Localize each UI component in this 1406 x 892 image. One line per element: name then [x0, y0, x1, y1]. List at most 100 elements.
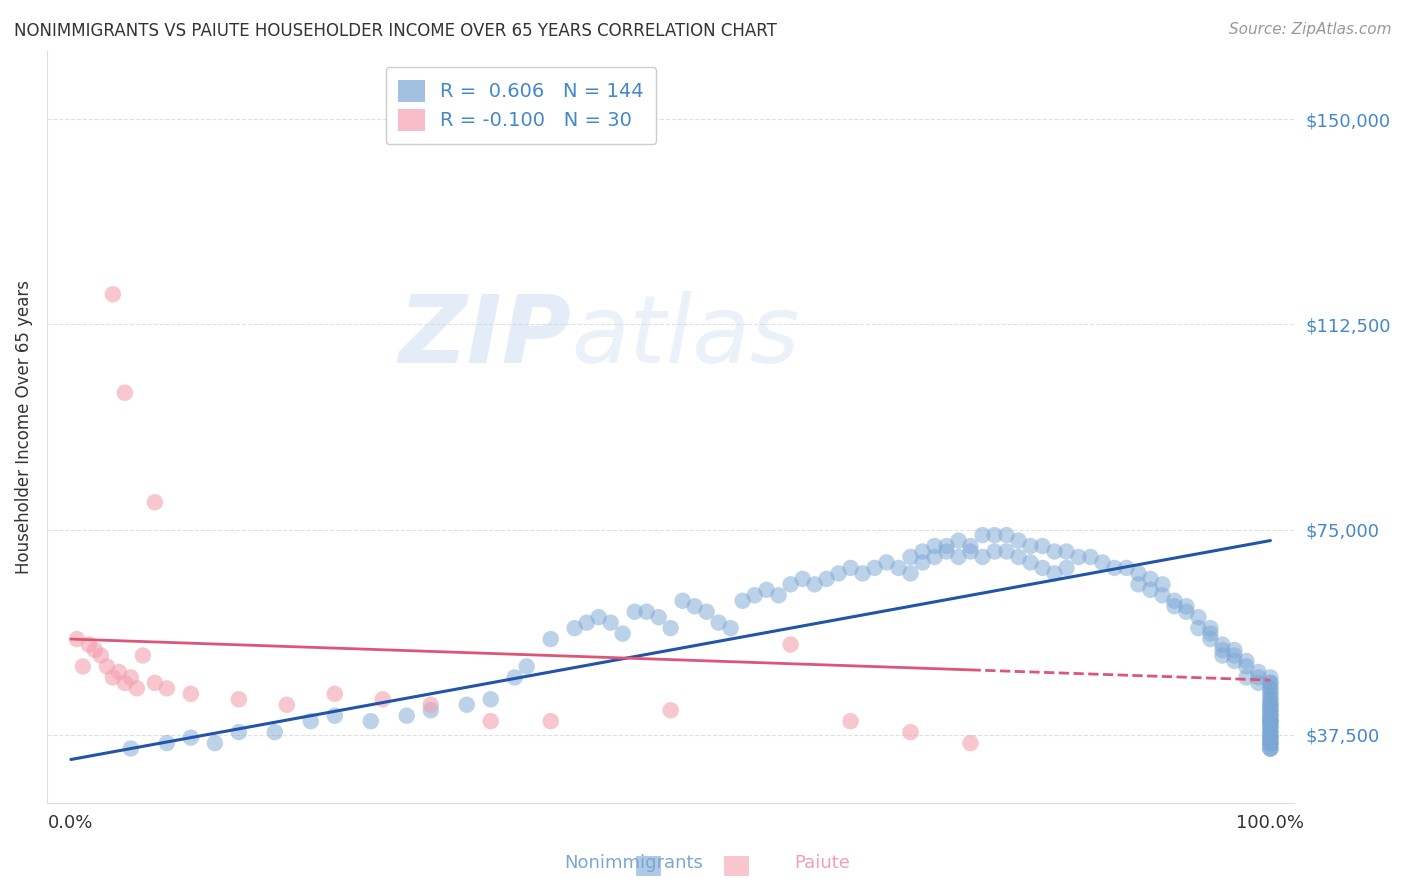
Point [180, 731, 202, 745]
Point [1260, 731, 1282, 745]
Point [935, 544, 957, 558]
Point [228, 692, 250, 706]
Point [1247, 665, 1270, 679]
Point [66, 632, 89, 646]
Point [1128, 577, 1150, 591]
Point [132, 648, 155, 663]
Point [1260, 687, 1282, 701]
Point [1260, 708, 1282, 723]
Point [588, 610, 610, 624]
Point [371, 692, 394, 706]
Point [125, 681, 148, 696]
Point [228, 725, 250, 739]
Point [1260, 714, 1282, 729]
Point [96, 659, 118, 673]
Point [1056, 561, 1078, 575]
Point [1260, 736, 1282, 750]
Point [516, 659, 538, 673]
Point [1260, 681, 1282, 696]
Point [924, 549, 946, 564]
Point [156, 736, 179, 750]
Point [1260, 731, 1282, 745]
Point [1187, 621, 1209, 635]
Point [1211, 648, 1233, 663]
Point [1115, 561, 1137, 575]
Point [114, 676, 136, 690]
Point [1211, 638, 1233, 652]
Legend: R =  0.606   N = 144, R = -0.100   N = 30: R = 0.606 N = 144, R = -0.100 N = 30 [385, 67, 657, 144]
Point [1260, 731, 1282, 745]
Point [1247, 676, 1270, 690]
Point [983, 528, 1005, 542]
Point [935, 539, 957, 553]
Point [101, 670, 124, 684]
Point [1260, 698, 1282, 712]
Point [1031, 561, 1053, 575]
Point [1019, 556, 1042, 570]
Point [1163, 599, 1185, 614]
Point [672, 594, 695, 608]
Point [1223, 654, 1246, 668]
Point [1260, 714, 1282, 729]
Point [83, 643, 105, 657]
Point [323, 687, 346, 701]
Point [1260, 736, 1282, 750]
Point [72, 659, 94, 673]
Point [731, 594, 754, 608]
Point [983, 544, 1005, 558]
Point [707, 615, 730, 630]
Point [612, 626, 634, 640]
Point [1260, 741, 1282, 756]
Point [1260, 676, 1282, 690]
Point [1019, 539, 1042, 553]
Point [1031, 539, 1053, 553]
Point [1260, 725, 1282, 739]
Point [120, 741, 142, 756]
Point [180, 687, 202, 701]
Point [744, 588, 766, 602]
Point [503, 670, 526, 684]
Point [1175, 599, 1198, 614]
Text: atlas: atlas [571, 291, 799, 382]
Point [108, 665, 131, 679]
Text: Paiute: Paiute [794, 855, 851, 872]
Point [479, 714, 502, 729]
Point [1199, 626, 1222, 640]
Point [900, 725, 922, 739]
Point [1091, 556, 1114, 570]
Point [1260, 736, 1282, 750]
Point [1067, 549, 1090, 564]
Point [1260, 692, 1282, 706]
Point [540, 632, 562, 646]
Point [779, 638, 801, 652]
Point [887, 561, 910, 575]
Point [1260, 698, 1282, 712]
Point [156, 681, 179, 696]
Point [1260, 703, 1282, 717]
Point [1139, 582, 1161, 597]
Point [948, 549, 970, 564]
Point [683, 599, 706, 614]
Point [299, 714, 322, 729]
Point [360, 714, 382, 729]
Point [1199, 632, 1222, 646]
Point [575, 615, 598, 630]
Point [263, 725, 285, 739]
Point [1007, 533, 1029, 548]
Point [1139, 572, 1161, 586]
Point [659, 703, 682, 717]
Point [204, 736, 226, 750]
Point [1260, 681, 1282, 696]
Point [1199, 621, 1222, 635]
Point [792, 572, 814, 586]
Point [1260, 676, 1282, 690]
Point [779, 577, 801, 591]
Point [924, 539, 946, 553]
Point [1260, 687, 1282, 701]
Point [768, 588, 790, 602]
Point [647, 610, 669, 624]
Point [419, 703, 441, 717]
Point [1152, 577, 1174, 591]
Point [1260, 714, 1282, 729]
Point [1007, 549, 1029, 564]
